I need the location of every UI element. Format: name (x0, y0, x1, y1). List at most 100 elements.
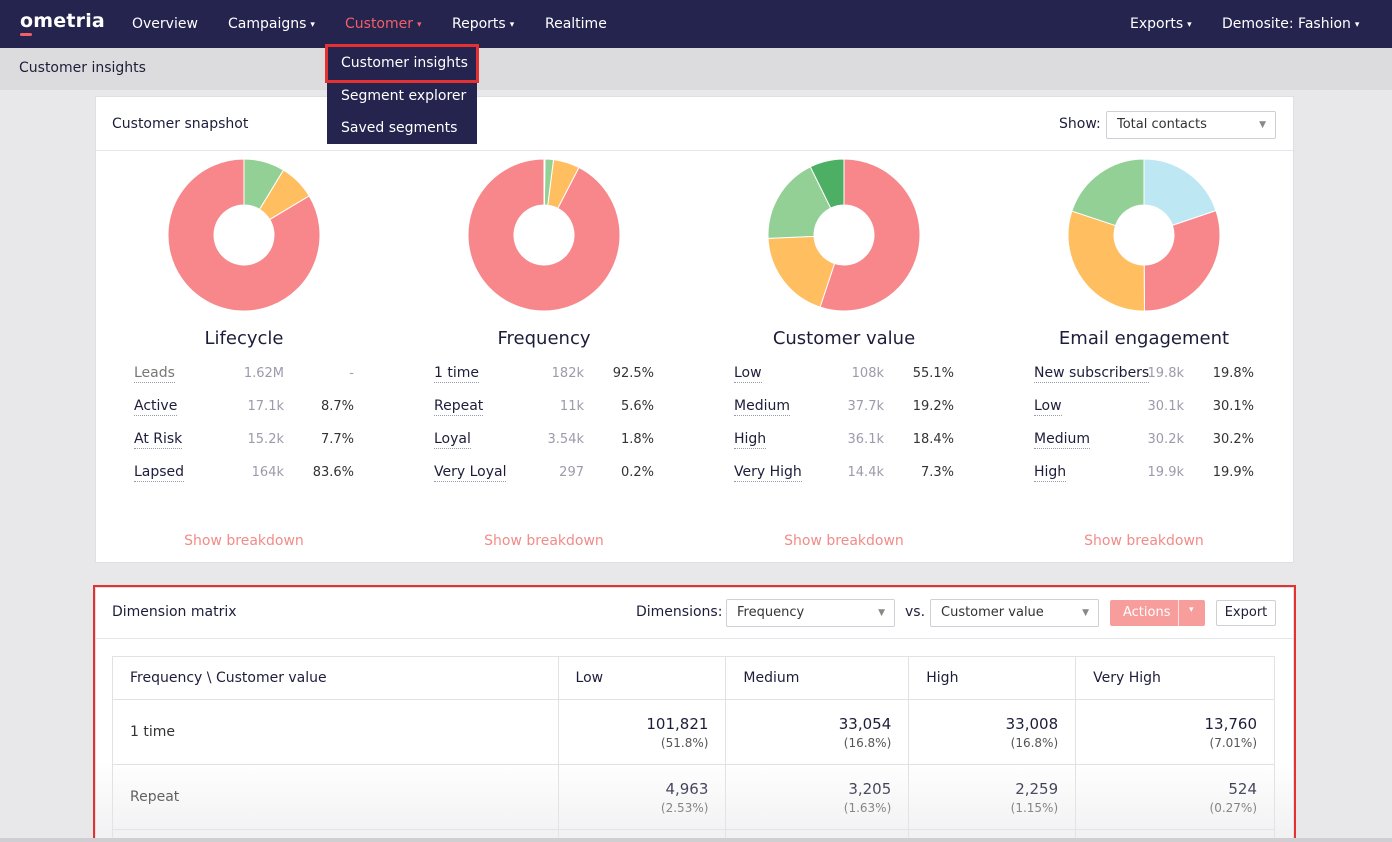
lifecycle-row-label[interactable]: Active (134, 398, 178, 416)
menu-highlight-box (325, 44, 479, 83)
window-bottom-edge (0, 838, 1392, 842)
top-nav: ometria Overview Campaigns ▾ Customer ▾ Re… (0, 0, 1392, 48)
email-engagement-row-label[interactable]: Medium (1034, 431, 1090, 449)
column-header: Frequency \ Customer value (112, 656, 559, 700)
dimension-2-value: Customer value (941, 605, 1044, 620)
lifecycle-row-percent: 8.7% (320, 399, 354, 414)
vs-label: vs. (905, 604, 926, 620)
caret-down-icon: ▾ (1354, 20, 1360, 30)
select-arrow-icon: ▼ (878, 608, 885, 618)
actions-separator (1178, 600, 1179, 626)
frequency-show-breakdown-link[interactable]: Show breakdown (484, 533, 604, 549)
email-engagement-row-label[interactable]: New subscribers (1034, 365, 1150, 383)
email-engagement-row-count: 30.2k (1147, 432, 1184, 447)
email-engagement-row-label[interactable]: High (1034, 464, 1067, 482)
column-header[interactable]: Low (557, 656, 727, 700)
lifecycle-row-percent: 7.7% (320, 432, 354, 447)
customer-value-row-label[interactable]: Medium (734, 398, 790, 416)
lifecycle-row-label[interactable]: At Risk (134, 431, 183, 449)
lifecycle-row-count: 164k (251, 465, 284, 480)
customer-value-chart-title: Customer value (772, 328, 916, 349)
menu-item-saved-segments[interactable]: Saved segments (341, 120, 458, 136)
nav-reports[interactable]: Reports ▾ (452, 16, 515, 32)
email-engagement-slice-low[interactable] (1143, 209, 1221, 312)
frequency-slice-1-time[interactable] (467, 158, 621, 312)
dimension-1-value: Frequency (737, 605, 805, 620)
customer-value-row-label[interactable]: Low (734, 365, 762, 383)
ometria-logo[interactable]: ometria (20, 10, 105, 32)
email-engagement-row-percent: 30.2% (1212, 432, 1254, 447)
nav-exports[interactable]: Exports ▾ (1130, 16, 1192, 32)
export-button[interactable]: Export (1216, 600, 1276, 626)
lifecycle-chart-title: Lifecycle (204, 328, 284, 349)
frequency-row-percent: 92.5% (612, 366, 654, 381)
menu-item-customer-insights[interactable]: Customer insights (341, 55, 468, 71)
lifecycle-row-percent: 83.6% (312, 465, 354, 480)
email-engagement-row-percent: 19.8% (1212, 366, 1254, 381)
customer-value-slice-medium[interactable] (767, 235, 836, 308)
customer-value-row-count: 108k (851, 366, 884, 381)
lifecycle-row-count: 15.2k (247, 432, 284, 447)
customer-value-row-count: 14.4k (847, 465, 884, 480)
nav-campaigns[interactable]: Campaigns ▾ (228, 16, 315, 32)
frequency-row-percent: 1.8% (620, 432, 654, 447)
customer-value-slice-low[interactable] (819, 158, 921, 312)
lifecycle-row-label[interactable]: Lapsed (134, 464, 185, 482)
lifecycle-row-percent: - (349, 366, 354, 381)
lifecycle-row-count: 17.1k (247, 399, 284, 414)
lifecycle-slice-lapsed[interactable] (167, 158, 321, 312)
nav-realtime[interactable]: Realtime (545, 16, 607, 32)
matrix-title: Dimension matrix (112, 604, 237, 620)
email-engagement-show-breakdown-link[interactable]: Show breakdown (1084, 533, 1204, 549)
customer-dropdown-menu: Customer insights Segment explorer Saved… (327, 45, 477, 144)
row-header: 1 time (112, 699, 559, 765)
frequency-row-percent: 0.2% (620, 465, 654, 480)
actions-caret-icon[interactable]: ▾ (1189, 605, 1194, 615)
show-label: Show: (1059, 116, 1101, 132)
select-arrow-icon: ▼ (1259, 120, 1266, 130)
frequency-row-label[interactable]: Repeat (434, 398, 484, 416)
select-arrow-icon: ▼ (1082, 608, 1089, 618)
frequency-row-count: 3.54k (547, 432, 584, 447)
frequency-slice-very-loyal[interactable] (543, 158, 546, 206)
email-engagement-slice-high[interactable] (1071, 158, 1145, 227)
matrix-cell[interactable]: 13,760 (7.01%) (1075, 699, 1275, 765)
show-select-value: Total contacts (1117, 117, 1207, 132)
dimension-1-select[interactable]: Frequency ▼ (726, 599, 895, 627)
actions-button[interactable]: Actions ▾ (1110, 600, 1205, 626)
customer-value-row-percent: 55.1% (912, 366, 954, 381)
frequency-row-count: 11k (559, 399, 584, 414)
menu-item-segment-explorer[interactable]: Segment explorer (341, 88, 467, 104)
caret-down-icon: ▾ (310, 20, 315, 30)
customer-value-slice-high[interactable] (767, 166, 832, 239)
frequency-row-label[interactable]: Loyal (434, 431, 471, 449)
column-header[interactable]: Very High (1075, 656, 1275, 700)
email-engagement-row-label[interactable]: Low (1034, 398, 1062, 416)
matrix-cell[interactable]: 101,821 (51.8%) (557, 699, 727, 765)
email-engagement-slice-medium[interactable] (1067, 210, 1145, 312)
nav-customer[interactable]: Customer ▾ (345, 16, 422, 32)
email-engagement-row-percent: 19.9% (1212, 465, 1254, 480)
customer-value-row-label[interactable]: Very High (734, 464, 802, 482)
caret-down-icon: ▾ (1187, 20, 1192, 30)
frequency-row-count: 182k (551, 366, 584, 381)
lifecycle-row-label[interactable]: Leads (134, 365, 175, 383)
frequency-row-percent: 5.6% (620, 399, 654, 414)
show-select[interactable]: Total contacts ▼ (1106, 111, 1276, 139)
dimension-2-select[interactable]: Customer value ▼ (930, 599, 1099, 627)
email-engagement-chart-title: Email engagement (1058, 328, 1230, 349)
customer-value-slice-very-high[interactable] (809, 158, 845, 209)
email-engagement-row-count: 30.1k (1147, 399, 1184, 414)
lifecycle-row-count: 1.62M (243, 366, 284, 381)
frequency-row-label[interactable]: Very Loyal (434, 464, 507, 482)
customer-value-show-breakdown-link[interactable]: Show breakdown (784, 533, 904, 549)
matrix-highlight-box (93, 585, 1296, 840)
email-engagement-slice-new-subscribers[interactable] (1143, 158, 1217, 227)
lifecycle-show-breakdown-link[interactable]: Show breakdown (184, 533, 304, 549)
customer-value-row-label[interactable]: High (734, 431, 767, 449)
frequency-row-label[interactable]: 1 time (434, 365, 479, 383)
matrix-cell[interactable]: 33,054 (16.8%) (725, 699, 910, 765)
nav-overview[interactable]: Overview (132, 16, 198, 32)
nav-account-demosite[interactable]: Demosite: Fashion ▾ (1222, 16, 1360, 32)
